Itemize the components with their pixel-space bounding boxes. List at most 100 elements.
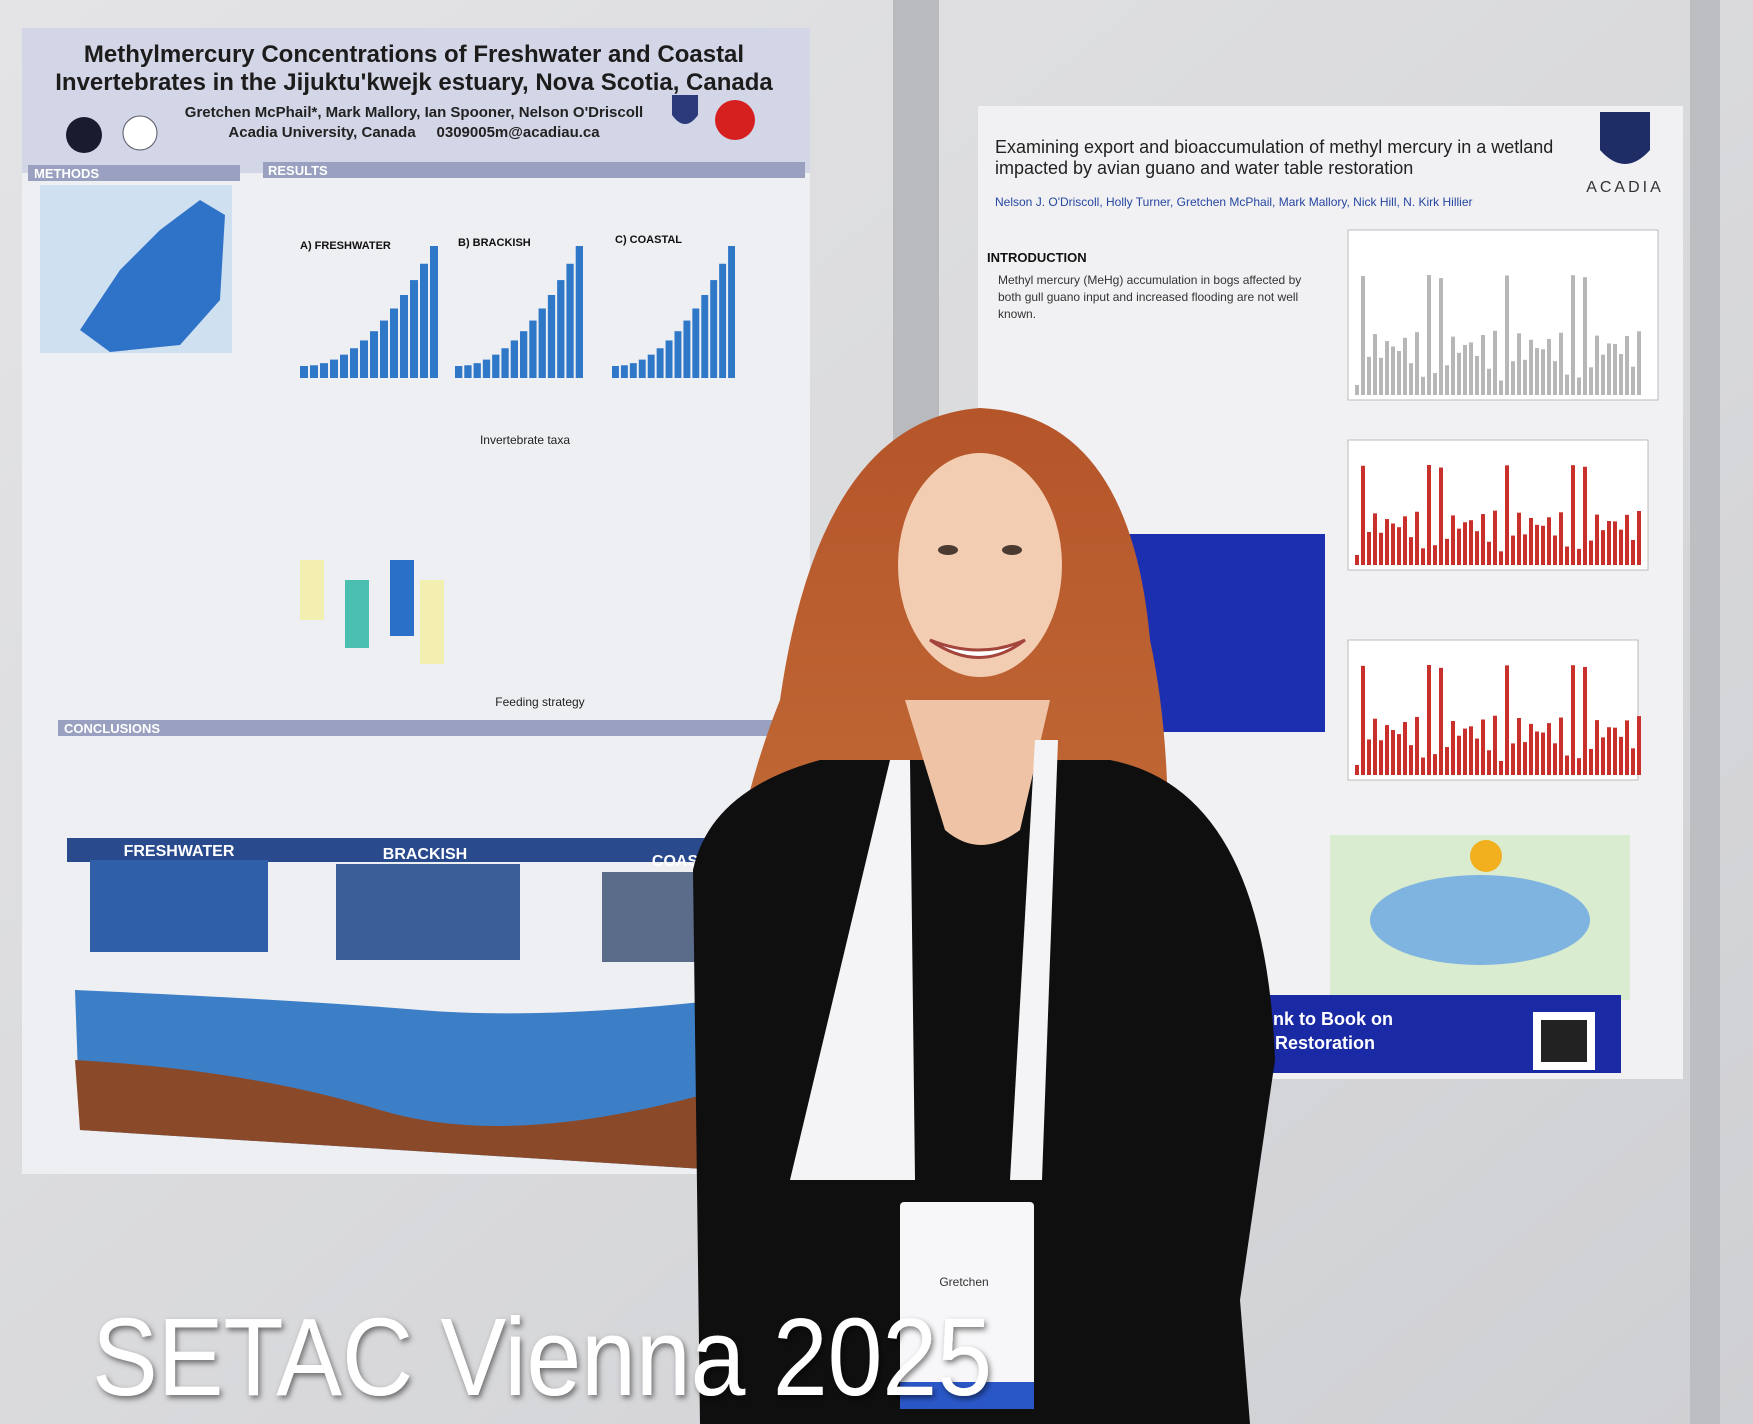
figure-bar xyxy=(1397,734,1401,775)
figure-bar xyxy=(1397,527,1401,565)
figure-bar xyxy=(501,348,509,378)
figure-bar xyxy=(410,280,418,378)
figure-bar xyxy=(1487,368,1491,395)
figure-bar xyxy=(1469,520,1473,565)
caption: SETAC Vienna 2025 xyxy=(92,1296,992,1419)
figure-bar xyxy=(612,366,619,378)
figure-bar xyxy=(1499,760,1503,775)
figure-bar xyxy=(1577,758,1581,775)
figure-bar xyxy=(1511,743,1515,775)
figure-bar xyxy=(1451,515,1455,565)
figure-bar xyxy=(1367,356,1371,395)
figure-bar xyxy=(1499,551,1503,565)
figure-bar xyxy=(310,365,318,378)
figure-bar xyxy=(566,263,574,378)
figure-bar xyxy=(1355,765,1359,775)
figure-bar xyxy=(1433,754,1437,775)
figure-bar xyxy=(1613,521,1617,565)
figure-bar xyxy=(380,320,388,378)
figure-bar xyxy=(1589,367,1593,395)
figure-bar xyxy=(1439,467,1443,565)
figure-bar xyxy=(1619,354,1623,395)
figure-bar xyxy=(728,246,735,378)
figure-bar xyxy=(1571,275,1575,395)
figure-bar xyxy=(350,348,358,378)
figure-bar xyxy=(1541,732,1545,775)
figure-bar xyxy=(1529,339,1533,395)
figure-bar xyxy=(360,340,368,378)
env-title: BRACKISH xyxy=(383,846,467,863)
figure-bar xyxy=(464,365,472,378)
figure-bar xyxy=(1379,532,1383,565)
figure-bar xyxy=(430,246,438,378)
figure-bar xyxy=(1373,718,1377,775)
figure-bar xyxy=(1517,333,1521,395)
figure-bar xyxy=(1541,525,1545,565)
figure-bar xyxy=(473,363,481,378)
figure-bar xyxy=(1481,719,1485,775)
figure-bar xyxy=(1499,380,1503,395)
figure-bar xyxy=(1481,334,1485,395)
figure-bar xyxy=(1535,348,1539,395)
figure-bar xyxy=(629,363,637,378)
figure-bar xyxy=(1469,342,1473,395)
figure-bar xyxy=(370,331,378,378)
figure-bar xyxy=(1511,535,1515,565)
figure-bar xyxy=(1457,352,1461,395)
figure-bar xyxy=(1409,745,1413,775)
figure-bar xyxy=(1361,465,1365,565)
figure-bar xyxy=(1391,523,1395,565)
eye xyxy=(938,545,958,555)
env-bar xyxy=(67,838,795,862)
figure-bar xyxy=(1469,726,1473,775)
sediment xyxy=(75,1060,720,1170)
figure-bar xyxy=(492,354,500,378)
figure-bar xyxy=(1415,716,1419,775)
sun xyxy=(1470,840,1502,872)
figure-bar xyxy=(1451,721,1455,775)
figure-bar xyxy=(1589,540,1593,565)
logo xyxy=(122,115,158,151)
figure-bar xyxy=(1511,361,1515,395)
figure-bar xyxy=(1355,385,1359,395)
right-poster: Examining export and bioaccumulation of … xyxy=(978,106,1683,1079)
figure-bar xyxy=(510,340,518,378)
logo xyxy=(715,100,755,140)
section-title: RESULTS xyxy=(268,163,328,178)
figure-bar xyxy=(1409,363,1413,395)
smile xyxy=(929,638,1026,659)
figure-bar xyxy=(1439,278,1443,395)
pole xyxy=(1690,0,1720,1424)
section-bar xyxy=(28,165,240,181)
figure-bar xyxy=(1601,354,1605,395)
figure-bar xyxy=(1505,465,1509,565)
figure-bar xyxy=(1601,530,1605,565)
figure-bar xyxy=(1445,538,1449,565)
figure-bar xyxy=(1535,731,1539,775)
map-land xyxy=(80,200,225,352)
poster-figure xyxy=(1355,275,1641,775)
figure-bar xyxy=(1535,524,1539,565)
figure-bar xyxy=(1427,275,1431,395)
person: Gretchen xyxy=(693,408,1275,1424)
figure-bar xyxy=(1379,357,1383,395)
figure-bar xyxy=(620,365,628,378)
figure-bar xyxy=(1595,720,1599,775)
figure-bar xyxy=(1577,548,1581,565)
figure-bar xyxy=(1523,534,1527,565)
figure-bar xyxy=(1361,275,1365,395)
figure-bar xyxy=(1577,377,1581,395)
figure-bar xyxy=(1517,512,1521,565)
figure-bar xyxy=(1385,519,1389,565)
poster-title: Examining export and bioaccumulation of … xyxy=(995,137,1553,157)
figure-bar xyxy=(400,294,408,378)
section-title: METHODS xyxy=(34,166,99,181)
figure-bar xyxy=(1493,510,1497,565)
figure-bar xyxy=(710,280,718,378)
figure-bar xyxy=(1637,331,1641,395)
figure-bar xyxy=(1541,349,1545,395)
qr-code xyxy=(1541,1020,1587,1062)
figure-bar xyxy=(1601,737,1605,775)
figure-bar xyxy=(1463,344,1467,395)
section-title: CONCLUSIONS xyxy=(64,721,160,736)
